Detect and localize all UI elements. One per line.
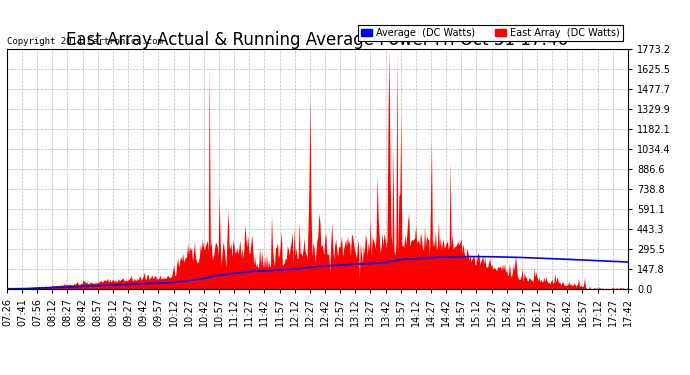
Text: Copyright 2014 Cartronics.com: Copyright 2014 Cartronics.com [7,38,163,46]
Legend: Average  (DC Watts), East Array  (DC Watts): Average (DC Watts), East Array (DC Watts… [358,25,623,40]
Title: East Array Actual & Running Average Power Fri Oct 31 17:46: East Array Actual & Running Average Powe… [66,31,569,49]
